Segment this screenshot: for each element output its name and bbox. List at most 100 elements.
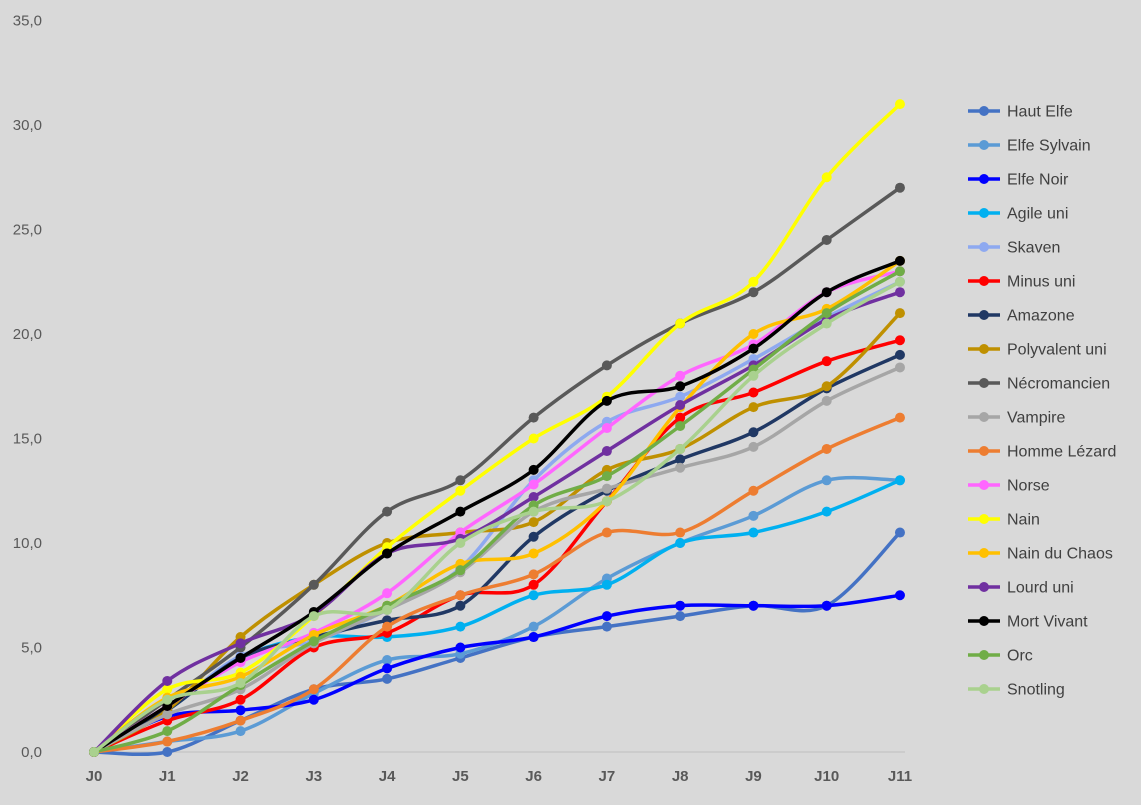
data-point — [162, 684, 173, 695]
data-point — [528, 531, 539, 542]
data-point — [455, 590, 466, 601]
data-point — [821, 287, 832, 298]
data-point — [894, 182, 905, 193]
data-point — [308, 611, 319, 622]
data-point — [748, 600, 759, 611]
legend-item: Mort Vivant — [968, 614, 1088, 631]
legend-label: Amazone — [1007, 308, 1075, 325]
data-point — [601, 471, 612, 482]
data-point — [821, 381, 832, 392]
data-point — [821, 506, 832, 517]
data-point — [894, 266, 905, 277]
legend-label: Lourd uni — [1007, 580, 1074, 597]
legend-item: Vampire — [968, 410, 1065, 427]
data-point — [821, 308, 832, 319]
legend-label: Nécromancien — [1007, 376, 1110, 393]
data-point — [601, 527, 612, 538]
y-tick-label: 10,0 — [13, 535, 42, 552]
y-tick-label: 30,0 — [13, 117, 42, 134]
series-line — [92, 280, 902, 754]
legend-label: Elfe Noir — [1007, 172, 1069, 189]
data-point — [601, 496, 612, 507]
data-point — [528, 517, 539, 528]
data-point — [894, 287, 905, 298]
x-tick-label: J5 — [452, 768, 469, 785]
legend-item: Nain du Chaos — [968, 546, 1113, 563]
data-point — [528, 412, 539, 423]
data-point — [748, 427, 759, 438]
legend-item: Elfe Sylvain — [968, 138, 1091, 155]
data-point — [675, 611, 686, 622]
data-point — [308, 636, 319, 647]
data-point — [162, 726, 173, 737]
data-point — [894, 412, 905, 423]
legend-label: Mort Vivant — [1007, 614, 1088, 631]
data-point — [894, 527, 905, 538]
data-point — [528, 506, 539, 517]
legend-label: Homme Lézard — [1007, 444, 1116, 461]
data-point — [675, 370, 686, 381]
legend-label: Vampire — [1007, 410, 1065, 427]
x-tick-label: J0 — [86, 768, 103, 785]
data-point — [162, 709, 173, 720]
data-point — [528, 479, 539, 490]
legend-marker — [979, 106, 989, 116]
x-tick-label: J4 — [379, 768, 396, 785]
data-point — [894, 335, 905, 346]
data-point — [821, 318, 832, 329]
legend-item: Skaven — [968, 240, 1060, 257]
legend-label: Nain du Chaos — [1007, 546, 1113, 563]
legend-item: Nain — [968, 512, 1040, 529]
x-tick-label: J7 — [599, 768, 616, 785]
series-line — [92, 311, 902, 754]
series-10 — [89, 412, 905, 757]
data-point — [382, 548, 393, 559]
data-point — [894, 475, 905, 486]
legend-marker — [979, 548, 989, 558]
data-point — [601, 360, 612, 371]
legend-label: Norse — [1007, 478, 1050, 495]
legend-marker — [979, 412, 989, 422]
data-point — [455, 475, 466, 486]
data-point — [528, 632, 539, 643]
data-point — [748, 370, 759, 381]
data-point — [821, 443, 832, 454]
legend-marker — [979, 208, 989, 218]
legend-item: Orc — [968, 648, 1033, 665]
legend-marker — [979, 616, 989, 626]
legend-item: Lourd uni — [968, 580, 1074, 597]
y-axis: 0,0 5,0 10,0 15,0 20,0 25,0 30,0 35,0 — [13, 13, 42, 762]
data-point — [382, 506, 393, 517]
data-point — [894, 362, 905, 373]
x-tick-label: J6 — [525, 768, 542, 785]
data-point — [894, 308, 905, 319]
legend-label: Haut Elfe — [1007, 104, 1073, 121]
series-group — [89, 99, 905, 757]
data-point — [528, 464, 539, 475]
data-point — [675, 443, 686, 454]
data-point — [89, 747, 99, 757]
legend-item: Nécromancien — [968, 376, 1110, 393]
data-point — [162, 747, 173, 757]
data-point — [235, 638, 246, 649]
data-point — [894, 349, 905, 360]
data-point — [528, 569, 539, 580]
data-point — [382, 673, 393, 684]
data-point — [748, 510, 759, 521]
data-point — [748, 441, 759, 452]
legend-marker — [979, 174, 989, 184]
data-point — [455, 565, 466, 576]
legend-marker — [979, 480, 989, 490]
series-8 — [89, 182, 905, 757]
legend-item: Amazone — [968, 308, 1075, 325]
data-point — [601, 621, 612, 632]
data-point — [675, 527, 686, 538]
data-point — [821, 600, 832, 611]
legend-marker — [979, 310, 989, 320]
data-point — [601, 395, 612, 406]
data-point — [455, 506, 466, 517]
data-point — [821, 234, 832, 245]
legend-label: Orc — [1007, 648, 1033, 665]
data-point — [528, 548, 539, 559]
data-point — [894, 255, 905, 266]
